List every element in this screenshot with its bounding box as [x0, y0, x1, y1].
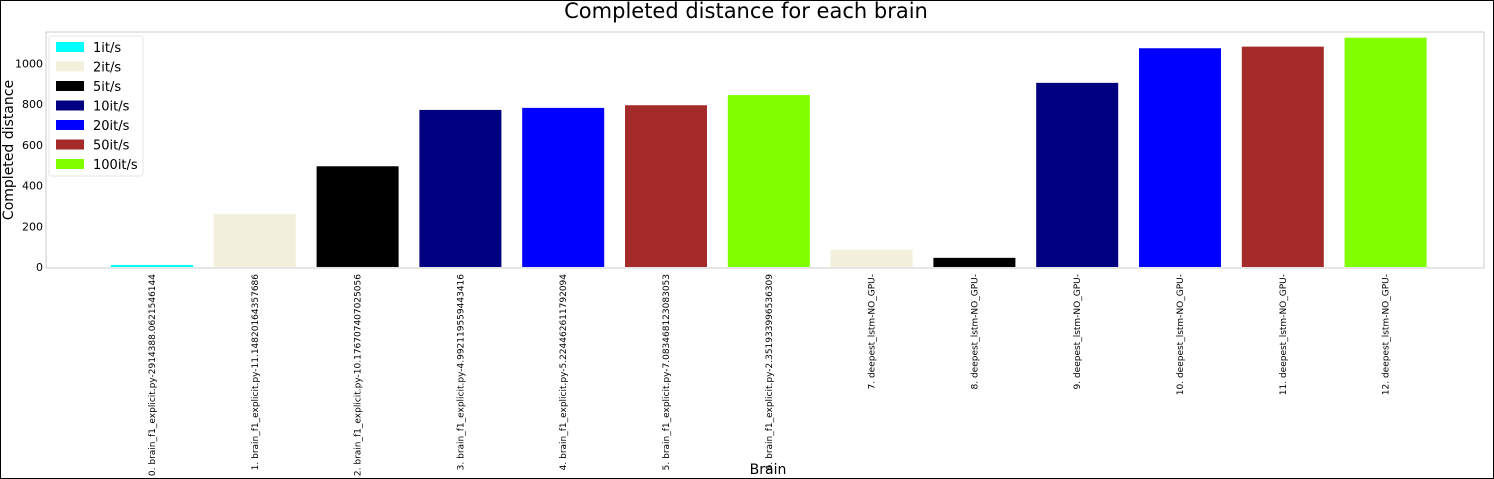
y-axis: 0 200 400 600 800 1000 — [15, 58, 43, 274]
x-tick-label: 3. brain_f1_explicit.py-4.99211955944341… — [456, 274, 466, 471]
x-axis-label: Brain — [750, 462, 787, 478]
bar — [419, 109, 502, 267]
y-tick-label: 200 — [22, 220, 43, 233]
x-tick-label: 1. brain_f1_explicit.py-11.1482016435768… — [251, 274, 261, 471]
bar — [1241, 46, 1324, 268]
x-tick-label: 6. brain_f1_explicit.py-2.35193399653630… — [765, 274, 775, 471]
x-tick-label: 12. deepest_lstm-NO_GPU- — [1382, 274, 1392, 395]
legend-swatch — [56, 139, 84, 150]
bar — [727, 95, 810, 267]
bar — [625, 105, 707, 268]
x-axis-tick-labels: 0. brain_f1_explicit.py-2914388.06215461… — [148, 274, 1392, 476]
legend-swatch — [56, 81, 84, 91]
legend: 1it/s 2it/s 5it/s 10it/s 20it/s 50it/s 100it/s — [48, 35, 144, 177]
x-tick-label: 9. deepest_lstm-NO_GPU- — [1073, 274, 1083, 390]
legend-label: 1it/s — [93, 41, 121, 56]
chart-title: Completed distance for each brain — [564, 0, 928, 23]
y-tick-label: 600 — [22, 139, 43, 152]
x-tick-label: 2. brain_f1_explicit.py-10.1767074070250… — [354, 274, 364, 476]
x-tick-label: 7. deepest_lstm-NO_GPU- — [868, 274, 878, 390]
bar — [213, 214, 296, 267]
legend-swatch — [56, 120, 84, 130]
bar — [316, 166, 399, 267]
bar — [1036, 82, 1119, 267]
legend-label: 20it/s — [93, 119, 130, 134]
plot-area — [45, 31, 1485, 269]
bar — [522, 107, 605, 267]
x-tick-label: 10. deepest_lstm-NO_GPU- — [1176, 274, 1186, 395]
y-tick-label: 800 — [22, 98, 43, 111]
legend-label: 2it/s — [93, 61, 121, 76]
legend-label: 100it/s — [93, 158, 138, 173]
bar — [1344, 37, 1427, 268]
x-tick-label: 5. brain_f1_explicit.py-7.08346812308305… — [662, 274, 672, 470]
legend-swatch — [56, 42, 84, 52]
legend-swatch — [56, 61, 84, 72]
y-axis-label: Completed distance — [1, 80, 17, 220]
bar — [1139, 48, 1221, 268]
x-tick-label: 0. brain_f1_explicit.py-2914388.06215461… — [148, 274, 158, 476]
bars — [111, 37, 1427, 268]
x-tick-label: 4. brain_f1_explicit.py-5.22446261179209… — [559, 274, 569, 471]
legend-label: 5it/s — [93, 80, 121, 95]
x-tick-label: 8. deepest_lstm-NO_GPU- — [970, 274, 980, 390]
y-tick-label: 400 — [22, 180, 43, 193]
legend-swatch — [56, 100, 84, 111]
y-tick-label: 0 — [36, 261, 43, 274]
y-tick-label: 1000 — [15, 58, 43, 71]
x-tick-label: 11. deepest_lstm-NO_GPU- — [1279, 274, 1289, 395]
legend-label: 10it/s — [93, 100, 130, 115]
legend-label: 50it/s — [93, 139, 130, 154]
legend-swatch — [56, 159, 84, 169]
bar — [933, 257, 1016, 267]
bar — [111, 264, 193, 267]
bar — [830, 249, 913, 267]
